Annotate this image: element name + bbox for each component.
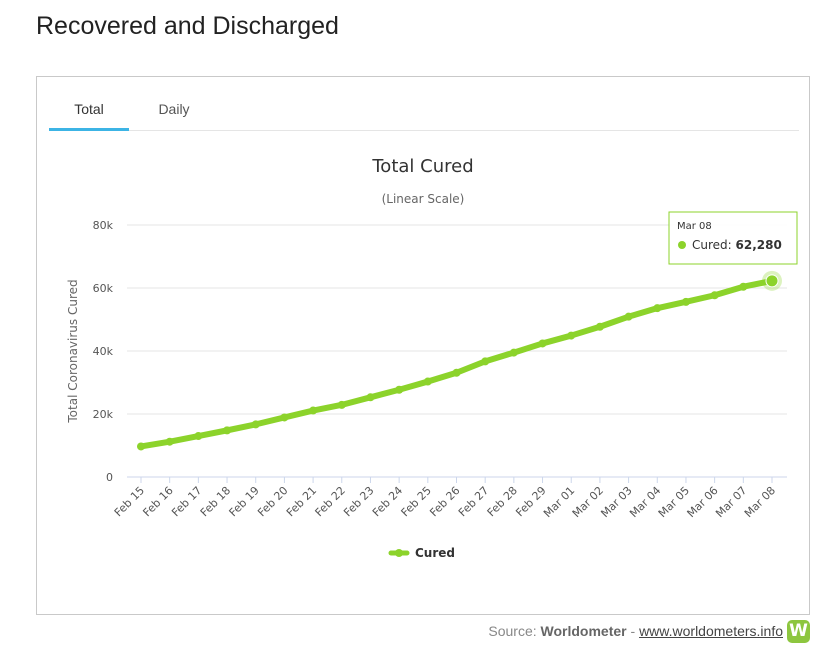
data-point xyxy=(653,304,662,313)
x-tick-label: Feb 15 xyxy=(112,484,147,519)
data-point xyxy=(681,297,690,306)
data-point xyxy=(481,357,490,366)
data-point xyxy=(280,413,289,422)
x-tick-label: Feb 17 xyxy=(169,484,204,519)
x-tick-label: Feb 18 xyxy=(198,484,233,519)
data-point xyxy=(452,368,461,377)
y-tick-label: 40k xyxy=(93,345,114,358)
x-tick-label: Mar 07 xyxy=(713,484,749,520)
data-point xyxy=(509,348,518,357)
line-chart: Total Cured (Linear Scale) Total Coronavir… xyxy=(66,156,798,560)
source-link[interactable]: www.worldometers.info xyxy=(639,623,783,639)
x-tick-label: Feb 27 xyxy=(456,484,491,519)
data-point xyxy=(223,426,232,435)
tooltip-series-label: Cured: 62,280 xyxy=(692,238,782,252)
page-title: Recovered and Discharged xyxy=(36,12,339,40)
x-tick-label: Mar 06 xyxy=(685,484,721,520)
y-tick-label: 60k xyxy=(93,282,114,295)
data-point xyxy=(538,339,547,348)
data-point xyxy=(595,322,604,331)
data-point xyxy=(165,437,174,446)
series-line-cured xyxy=(138,277,775,450)
chart-panel: Total Daily Total Cured (Linear Scale) Tot… xyxy=(36,76,810,615)
x-tick-label: Feb 26 xyxy=(427,484,462,519)
x-tick-label: Feb 20 xyxy=(255,484,290,519)
tooltip-marker xyxy=(678,241,686,249)
source-separator: - xyxy=(626,623,640,639)
x-tick-label: Mar 02 xyxy=(570,484,606,520)
data-point xyxy=(366,393,375,402)
legend-marker xyxy=(395,549,403,557)
data-point xyxy=(739,282,748,291)
x-tick-label: Feb 19 xyxy=(227,484,262,519)
tooltip-box xyxy=(668,211,798,265)
x-tick-label: Feb 28 xyxy=(485,484,520,519)
x-tick-label: Mar 05 xyxy=(656,484,692,520)
chart-title: Total Cured xyxy=(371,156,473,177)
data-point xyxy=(337,400,346,409)
x-tick-label: Feb 21 xyxy=(284,484,319,519)
x-tick-label: Feb 16 xyxy=(140,484,175,519)
legend-label: Cured xyxy=(415,546,455,560)
data-point xyxy=(137,442,145,451)
source-credit: Source: Worldometer - www.worldometers.i… xyxy=(488,623,783,639)
y-tick-label: 80k xyxy=(93,219,114,232)
source-brand: Worldometer xyxy=(540,623,627,639)
y-axis-title: Total Coronavirus Cured xyxy=(66,279,80,423)
data-point xyxy=(194,432,203,441)
tooltip-date: Mar 08 xyxy=(677,221,712,232)
y-tick-label: 20k xyxy=(93,408,114,421)
data-point xyxy=(710,291,719,300)
x-tick-label: Feb 22 xyxy=(313,484,348,519)
tooltip-value: 62,280 xyxy=(736,238,782,252)
x-tick-label: Mar 04 xyxy=(627,484,663,520)
x-tick-label: Mar 08 xyxy=(742,484,778,520)
data-point xyxy=(624,312,633,321)
tab-daily[interactable]: Daily xyxy=(158,101,190,117)
chart-subtitle: (Linear Scale) xyxy=(382,192,465,206)
x-tick-label: Mar 03 xyxy=(598,484,634,520)
x-tick-label: Feb 23 xyxy=(341,484,376,519)
worldometer-logo-icon[interactable]: W xyxy=(787,620,810,643)
x-tick-label: Mar 01 xyxy=(541,484,577,520)
y-tick-label: 0 xyxy=(106,471,113,484)
chart-tabs: Total Daily xyxy=(49,77,799,131)
data-point xyxy=(251,420,260,429)
data-point xyxy=(765,274,779,288)
data-point xyxy=(309,406,318,415)
x-tick-label: Feb 24 xyxy=(370,484,405,519)
data-point xyxy=(567,331,576,340)
tab-total[interactable]: Total xyxy=(49,77,129,131)
data-point xyxy=(395,385,404,394)
source-prefix: Source: xyxy=(488,623,541,639)
data-point xyxy=(423,377,432,386)
x-tick-label: Feb 25 xyxy=(399,484,434,519)
